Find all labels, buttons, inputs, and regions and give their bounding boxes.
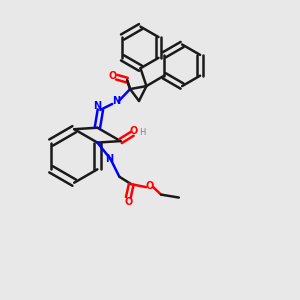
- Text: O: O: [124, 197, 132, 207]
- Text: O: O: [146, 181, 154, 191]
- Text: O: O: [108, 71, 116, 81]
- Text: H: H: [139, 128, 146, 137]
- Text: N: N: [93, 101, 101, 111]
- Text: N: N: [105, 154, 113, 164]
- Text: O: O: [130, 126, 138, 136]
- Text: N: N: [112, 96, 120, 106]
